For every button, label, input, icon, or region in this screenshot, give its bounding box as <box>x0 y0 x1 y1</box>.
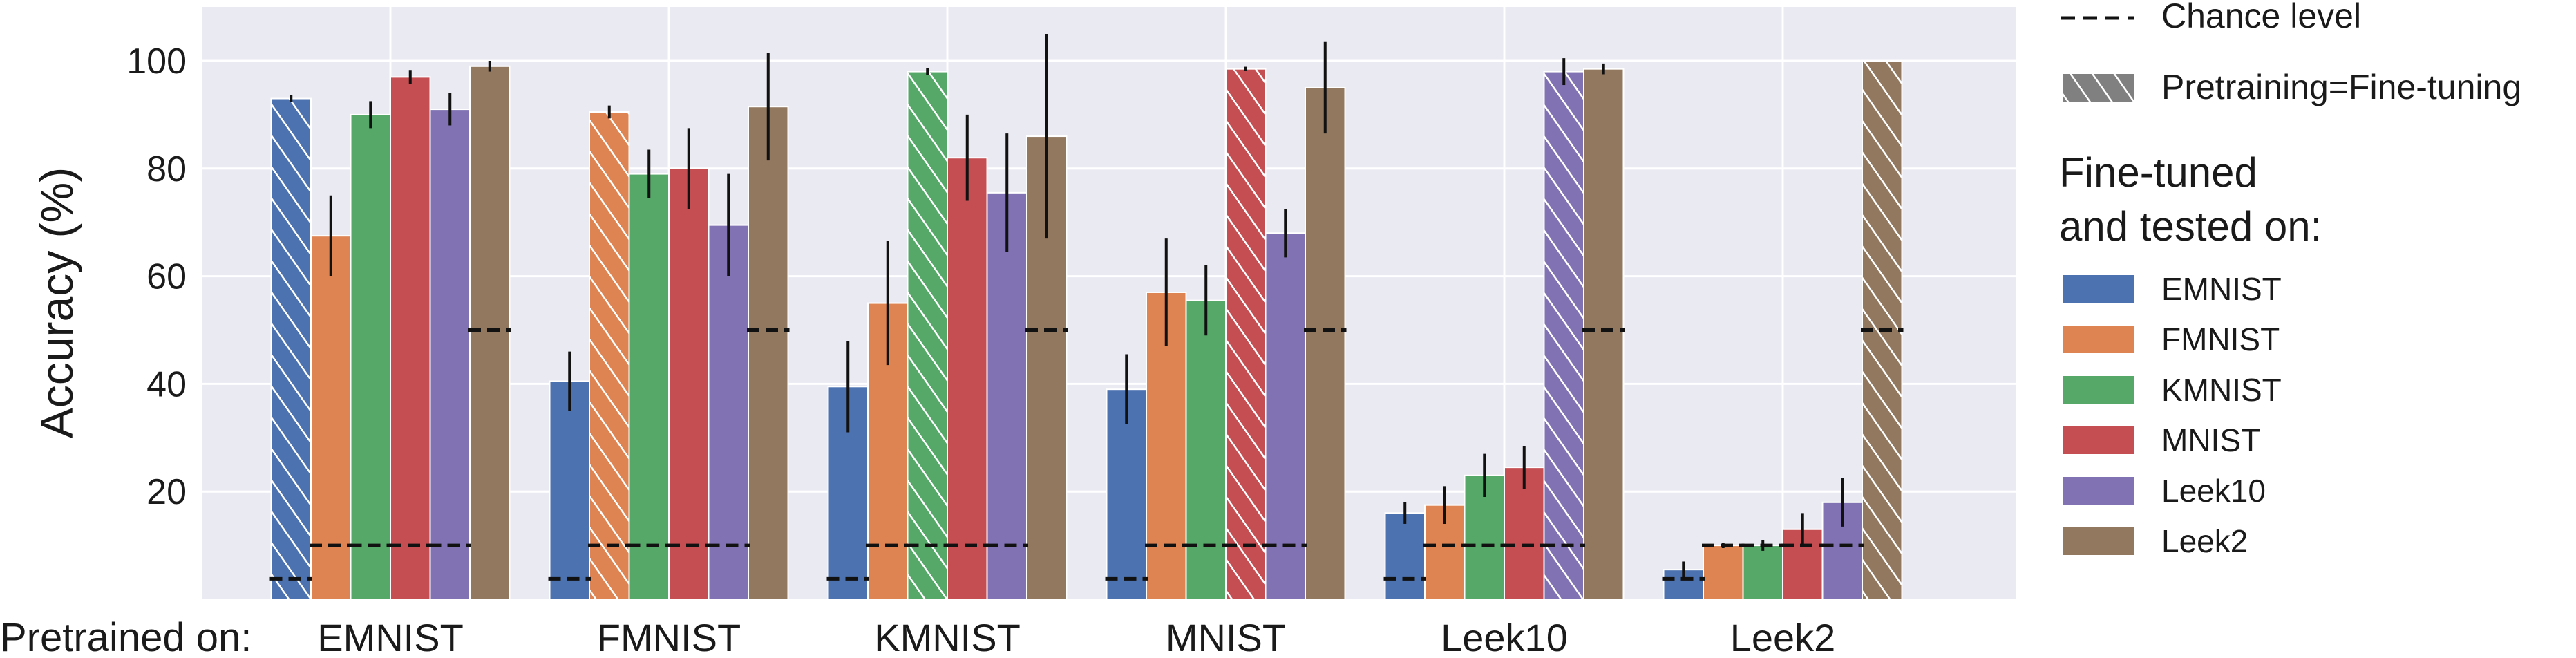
bar-kmnist-kmnist <box>907 70 948 600</box>
bar-leek10-mnist <box>1504 467 1545 601</box>
bars <box>270 60 1903 601</box>
bar-emnist-leek2 <box>469 65 511 601</box>
legend-chance-label: Chance level <box>2161 0 2361 35</box>
legend-swatch-emnist <box>2063 275 2134 303</box>
error-bars <box>290 34 1844 578</box>
bar-emnist-mnist <box>390 76 431 601</box>
x-tick-label-leek10: Leek10 <box>1441 616 1568 658</box>
bar-fmnist-kmnist <box>628 173 670 600</box>
x-tick-labels: EMNIST FMNIST KMNIST MNIST Leek10 Leek2 <box>317 616 1835 658</box>
x-tick-label-mnist: MNIST <box>1166 616 1286 658</box>
legend-hatch-label: Pretraining=Fine-tuning <box>2161 68 2521 106</box>
y-tick-label: 40 <box>146 364 187 404</box>
bar-kmnist-mnist <box>947 157 988 601</box>
legend-swatch-kmnist <box>2063 376 2134 404</box>
legend-label-fmnist: FMNIST <box>2161 321 2280 357</box>
bar-leek2-kmnist <box>1742 545 1783 600</box>
bar-kmnist-leek10 <box>986 191 1027 601</box>
bar-fmnist-emnist <box>549 380 590 600</box>
legend-swatch-leek10 <box>2063 477 2134 505</box>
y-tick-label: 20 <box>146 472 187 512</box>
legend-label-leek10: Leek10 <box>2161 473 2266 509</box>
legend-title-line2: and tested on: <box>2059 203 2322 250</box>
legend-label-leek2: Leek2 <box>2161 523 2248 559</box>
bar-mnist-kmnist <box>1185 299 1227 600</box>
bar-fmnist-mnist <box>668 167 710 601</box>
legend-items: EMNIST FMNIST KMNIST MNIST Leek10 Leek2 <box>2063 271 2282 559</box>
legend-title-line1: Fine-tuned <box>2059 149 2257 196</box>
bar-leek10-emnist <box>1384 512 1426 600</box>
bar-fmnist-leek2 <box>748 106 789 600</box>
chance-level-lines <box>269 328 1904 581</box>
x-tick-label-emnist: EMNIST <box>317 616 464 658</box>
y-tick-labels: 20 40 60 80 100 <box>126 41 187 512</box>
legend-label-kmnist: KMNIST <box>2161 372 2282 408</box>
bar-mnist-leek2 <box>1305 86 1346 600</box>
legend-label-mnist: MNIST <box>2161 422 2260 458</box>
legend-swatch-fmnist <box>2063 326 2134 353</box>
y-axis-label: Accuracy (%) <box>31 167 82 438</box>
x-axis-prefix-label: Pretrained on: <box>0 615 252 658</box>
bar-fmnist-leek10 <box>708 224 749 601</box>
x-tick-label-fmnist: FMNIST <box>597 616 741 658</box>
bar-emnist-leek10 <box>429 109 471 601</box>
legend: Chance level Pretraining=Fine-tuning Fin… <box>2059 0 2521 559</box>
legend-label-emnist: EMNIST <box>2161 271 2282 307</box>
legend-swatch-mnist <box>2063 426 2134 454</box>
y-tick-label: 100 <box>126 41 187 82</box>
bar-leek2-fmnist <box>1703 545 1744 600</box>
legend-swatch-leek2 <box>2063 527 2134 555</box>
bar-fmnist-fmnist <box>589 111 630 600</box>
bar-emnist-emnist <box>270 97 312 600</box>
y-tick-label: 60 <box>146 257 187 297</box>
legend-hatch-swatch <box>2063 74 2134 102</box>
x-tick-label-leek2: Leek2 <box>1730 616 1836 658</box>
y-tick-label: 80 <box>146 149 187 189</box>
x-tick-label-kmnist: KMNIST <box>874 616 1021 658</box>
bar-leek10-leek10 <box>1543 70 1584 600</box>
bar-emnist-kmnist <box>350 113 391 600</box>
bar-leek10-leek2 <box>1583 68 1625 600</box>
bar-mnist-leek10 <box>1265 232 1306 600</box>
bar-mnist-mnist <box>1225 68 1267 600</box>
